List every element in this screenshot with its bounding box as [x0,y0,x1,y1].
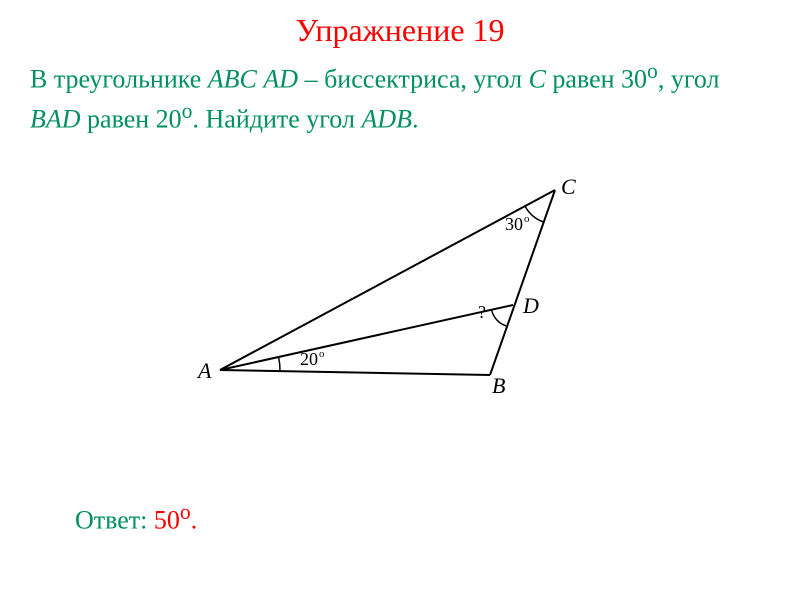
svg-text:A: A [196,358,212,383]
var-bad: BAD [30,104,81,133]
text-part: В треугольнике [30,65,208,94]
triangle-diagram: ABCD30о20о? [0,170,800,450]
svg-text:30: 30 [505,214,523,234]
svg-text:20: 20 [300,349,318,369]
text-part: , угол [658,65,720,94]
svg-text:о: о [319,348,324,360]
answer-value: 50 [154,506,180,535]
answer-block: Ответ: 50о. [75,500,197,536]
var-adb: ADB [361,104,412,133]
text-part: . [412,104,419,133]
svg-text:D: D [522,293,539,318]
var-c: C [529,65,546,94]
degree-sup: о [182,99,193,123]
answer-period: . [191,506,198,535]
degree-sup: о [647,59,658,83]
svg-text:C: C [561,174,576,199]
svg-text:о: о [524,213,529,225]
text-part: равен 20 [81,104,182,133]
svg-text:?: ? [478,302,486,322]
problem-statement: В треугольнике ABC AD – биссектриса, уго… [0,49,800,137]
svg-text:B: B [492,373,505,398]
exercise-title: Упражнение 19 [0,0,800,49]
answer-label: Ответ: [75,506,154,535]
text-part: – биссектриса, угол [298,65,529,94]
text-part: . Найдите угол [193,104,362,133]
var-ad: AD [263,65,298,94]
diagram-svg: ABCD30о20о? [0,170,800,450]
text-part: равен 30 [546,65,647,94]
answer-degree: о [180,500,191,524]
var-abc: ABC [208,65,257,94]
